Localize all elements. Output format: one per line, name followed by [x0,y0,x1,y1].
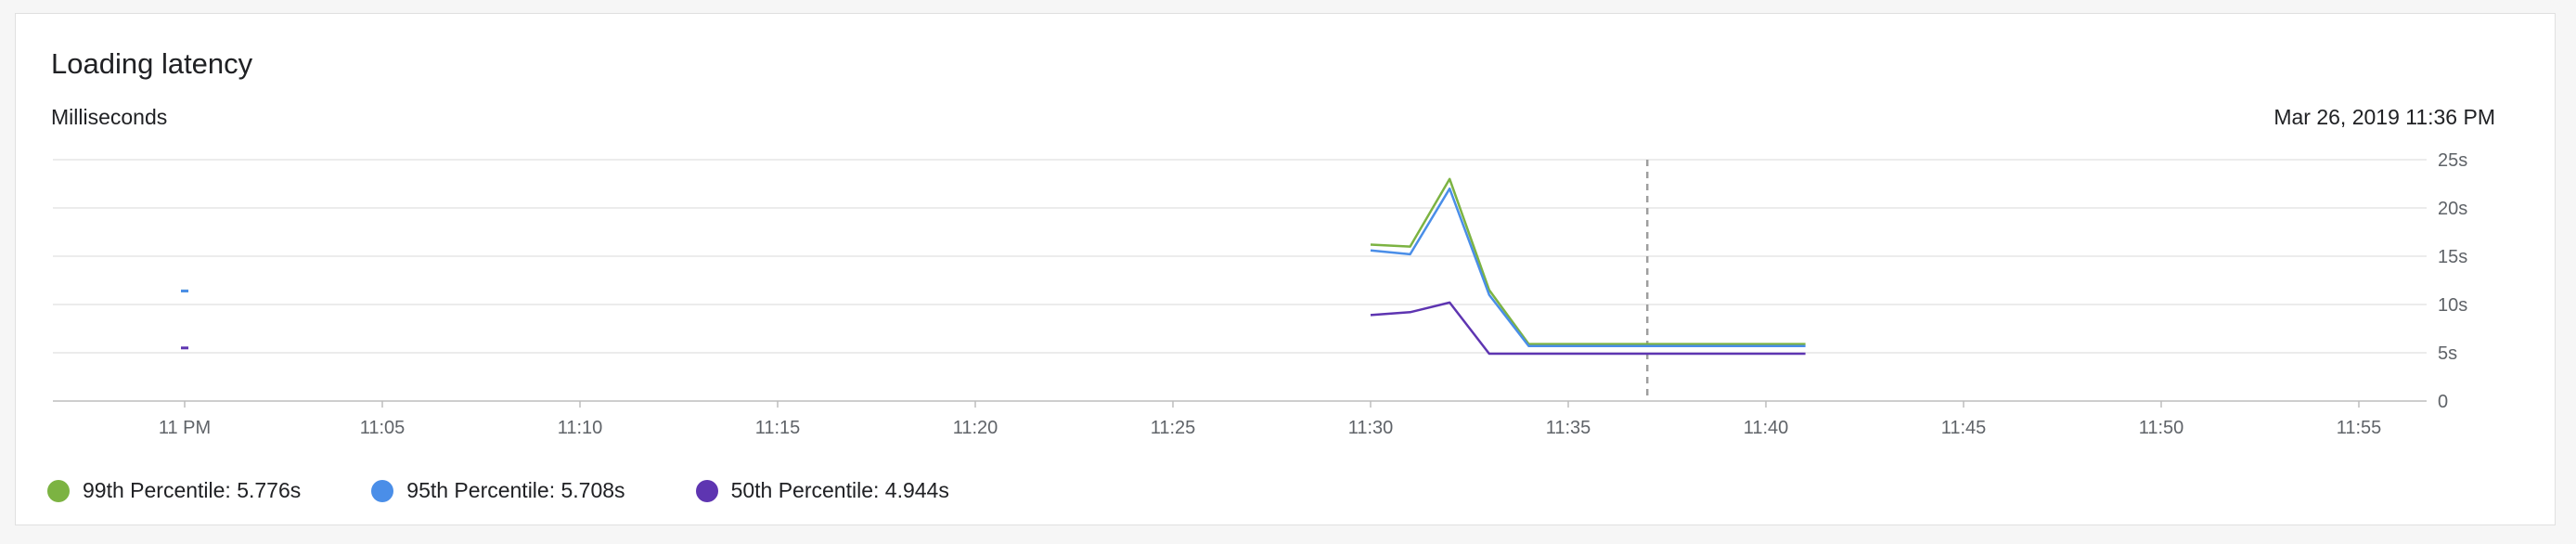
y-tick-label: 15s [2438,247,2467,267]
x-tick-label: 11:30 [1348,418,1394,438]
y-tick-label: 20s [2438,199,2467,219]
series-line [1370,177,1806,345]
x-tick-label: 11:40 [1744,418,1789,438]
y-tick-label: 5s [2438,343,2457,364]
legend-item[interactable]: 95th Percentile: 5.708s [371,478,625,503]
legend-item[interactable]: 50th Percentile: 4.944s [695,478,949,503]
series-line [1370,301,1806,356]
x-tick-label: 11:05 [360,418,406,438]
legend-swatch [47,479,70,502]
x-tick-label: 11 PM [159,418,211,438]
x-tick-label: 11:25 [1151,418,1196,438]
latency-plot[interactable]: 0 5s 10s 15s 20s 25s 11 PM 11:05 11:10 11:15 11:20… [16,14,2557,460]
chart-legend: 99th Percentile: 5.776s 95th Percentile: … [47,478,1020,503]
unit-label: Milliseconds [51,105,168,129]
legend-item[interactable]: 99th Percentile: 5.776s [47,478,301,503]
x-tick-label: 11:35 [1546,418,1591,438]
y-tick-label: 25s [2438,150,2467,171]
x-tick-label: 11:10 [558,418,603,438]
legend-label: 50th Percentile: 4.944s [730,478,949,502]
y-tick-label: 0 [2438,392,2448,412]
legend-swatch [371,479,394,502]
loading-latency-card: Loading latency Milliseconds Mar 26, 201… [15,13,2556,525]
series-line [1370,187,1806,347]
x-tick-label: 11:55 [2337,418,2382,438]
y-tick-label: 10s [2438,295,2467,316]
legend-label: 99th Percentile: 5.776s [83,478,302,502]
legend-label: 95th Percentile: 5.708s [406,478,625,502]
chart-title: Loading latency [51,47,253,80]
x-tick-label: 11:50 [2139,418,2184,438]
legend-swatch [695,479,718,502]
x-tick-label: 11:15 [755,418,801,438]
x-tick-label: 11:20 [953,418,998,438]
x-tick-label: 11:45 [1941,418,1987,438]
cursor-timestamp: Mar 26, 2019 11:36 PM [2273,105,2495,129]
